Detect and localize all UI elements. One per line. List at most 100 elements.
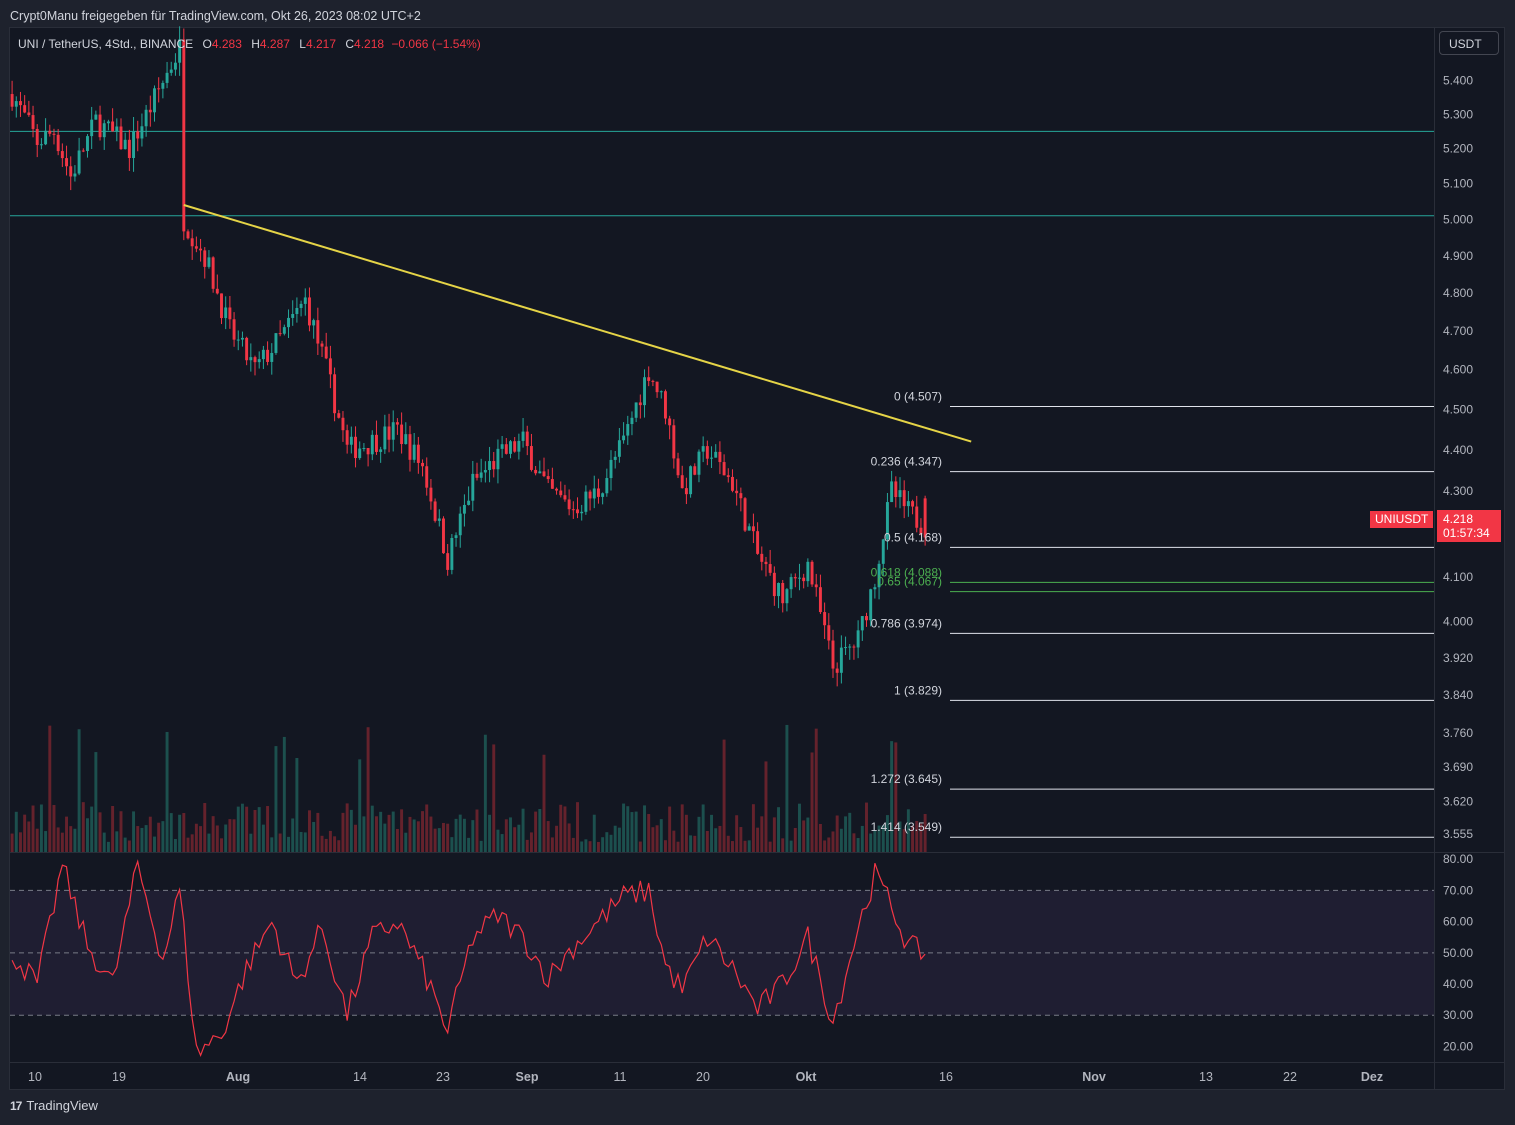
price-tick-label: 4.500 [1443, 402, 1473, 416]
time-tick-label: 22 [1283, 1070, 1297, 1084]
volume-bar [517, 824, 521, 852]
volume-bar [885, 815, 889, 852]
volume-bar [856, 838, 860, 852]
price-tick-label: 3.555 [1443, 827, 1473, 841]
volume-bar [638, 841, 642, 852]
rsi-tick-label: 50.00 [1443, 946, 1473, 960]
candle-body [161, 82, 165, 89]
volume-bar [416, 821, 420, 852]
fib-level-label: 1.414 (3.549) [871, 820, 942, 834]
candle-body [839, 647, 843, 673]
volume-bar [182, 813, 186, 852]
candle-body [111, 121, 115, 132]
descending-trendline [183, 204, 972, 443]
volume-bar [542, 754, 546, 852]
candle-body [643, 377, 646, 406]
candle-body [358, 448, 362, 459]
volume-bar [266, 806, 270, 852]
candle-body [274, 333, 278, 353]
candle-body [186, 231, 190, 239]
fib-level-label: 1 (3.829) [894, 683, 942, 697]
price-tick-label: 5.100 [1443, 177, 1473, 191]
candle-body [534, 469, 538, 474]
volume-bar [906, 809, 910, 852]
volume-bar [701, 804, 705, 852]
candle-body [521, 431, 525, 441]
volume-bar [835, 815, 839, 852]
candle-body [106, 121, 110, 124]
volume-bar [814, 728, 818, 852]
candle-body [835, 668, 839, 673]
volume-bar [915, 820, 919, 852]
footer: 17 TradingView [10, 1098, 98, 1113]
time-tick-label: 16 [939, 1070, 953, 1084]
bar-countdown: 01:57:34 [1443, 526, 1490, 540]
volume-bar [169, 813, 173, 852]
candle-body [77, 150, 81, 174]
time-tick-label: 13 [1199, 1070, 1213, 1084]
volume-bar [370, 805, 374, 852]
volume-bar [140, 827, 144, 852]
candle-body [19, 101, 22, 106]
candle-body [35, 128, 39, 145]
candle-body [865, 616, 868, 621]
time-tick-label: 11 [614, 1070, 627, 1084]
candle-body [885, 502, 889, 540]
rsi-line [11, 859, 926, 1058]
volume-bar [429, 816, 433, 852]
footer-brand[interactable]: TradingView [26, 1098, 98, 1113]
price-tick-label: 4.900 [1443, 249, 1473, 263]
volume-bar [178, 814, 182, 852]
volume-bar [458, 814, 462, 852]
rsi-tick-label: 20.00 [1443, 1039, 1473, 1053]
candle-body [634, 402, 638, 418]
candle-body [249, 357, 253, 361]
volume-bar [19, 832, 22, 852]
candle-body [287, 317, 290, 328]
candle-body [793, 577, 797, 579]
fibonacci-retracement: 0 (4.507) 0.236 (4.347) 0.5 (4.168) 0.618 (… [871, 389, 1434, 838]
price-tick-label: 4.600 [1443, 363, 1473, 377]
volume-bar [873, 830, 877, 852]
price-tick-label: 3.760 [1443, 726, 1473, 740]
volume-bar [735, 815, 739, 852]
fib-level-label: 0.618 (4.088) [871, 565, 942, 579]
currency-button[interactable]: USDT [1439, 31, 1499, 55]
volume-bar [823, 840, 827, 852]
candle-body [584, 491, 588, 512]
candle-body [722, 462, 726, 476]
candle-body [546, 476, 550, 480]
volume-bar [27, 821, 31, 852]
price-tick-label: 5.300 [1443, 107, 1473, 121]
candle-body [421, 462, 425, 467]
price-tick-label: 4.100 [1443, 570, 1473, 584]
volume-bar [337, 840, 341, 852]
candle-body [513, 441, 517, 452]
candle-body [52, 133, 56, 135]
volume-bar [617, 827, 621, 852]
volume-bar [454, 818, 458, 852]
volume-bar [127, 840, 131, 852]
candle-body [831, 640, 835, 669]
candle-body [814, 584, 818, 588]
candle-body [39, 144, 43, 146]
volume-bar [697, 816, 701, 852]
candle-body [48, 130, 52, 134]
time-tick-label: 19 [112, 1070, 126, 1084]
candle-body [747, 526, 751, 531]
volume-bar [663, 840, 667, 852]
candle-body [609, 459, 613, 479]
candle-body [689, 466, 693, 495]
candle-body [375, 434, 378, 452]
volume-bar [98, 812, 102, 852]
candle-body [483, 470, 487, 473]
volume-bar [492, 744, 496, 852]
volume-bar [287, 836, 290, 852]
candle-body [663, 391, 667, 419]
volume-bar [534, 811, 538, 852]
candle-body [668, 418, 672, 426]
candle-body [697, 451, 701, 475]
volume-bar [777, 807, 781, 852]
volume-bar [60, 832, 64, 852]
